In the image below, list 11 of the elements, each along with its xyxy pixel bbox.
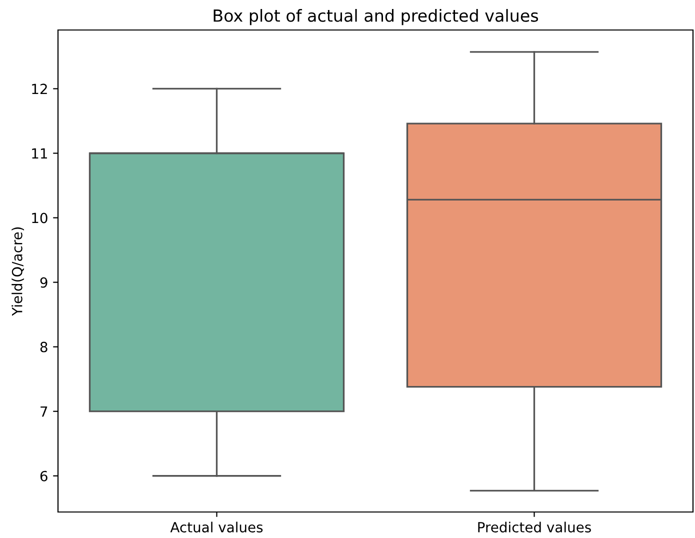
y-tick-label: 7 — [40, 406, 48, 417]
y-tick-label: 10 — [32, 212, 48, 224]
x-tick-label: Actual values — [170, 522, 263, 532]
y-tick-label: 12 — [32, 84, 47, 94]
x-tick-label: Predicted values — [478, 522, 591, 532]
y-tick-label: 11 — [32, 148, 47, 159]
y-axis-title: Yield(Q/acre) — [12, 227, 24, 316]
y-tick-label: 6 — [40, 470, 48, 482]
y-tick-label: 9 — [40, 277, 48, 288]
chart-title: Box plot of actual and predicted values — [214, 9, 538, 26]
y-tick-label: 8 — [40, 342, 48, 352]
